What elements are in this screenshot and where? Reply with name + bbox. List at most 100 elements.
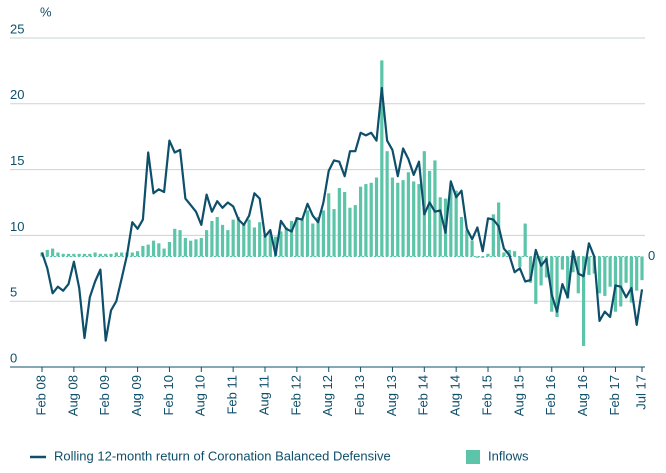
bar xyxy=(624,256,628,283)
x-tick-label: Feb 08 xyxy=(33,375,48,415)
y2-tick-label: 0 xyxy=(648,248,655,263)
bar xyxy=(374,177,379,257)
bar xyxy=(454,190,458,257)
bar xyxy=(348,207,352,257)
bar xyxy=(550,256,554,312)
bar xyxy=(635,256,639,291)
line xyxy=(40,86,644,342)
bar xyxy=(51,248,55,257)
bar xyxy=(194,239,198,257)
y-tick-label: 5 xyxy=(10,285,17,300)
x-tick-label: Aug 16 xyxy=(575,375,590,416)
bar xyxy=(566,256,570,299)
bar xyxy=(231,219,235,257)
y-tick-label: 15 xyxy=(10,153,24,168)
bar xyxy=(353,205,357,257)
bar xyxy=(475,256,479,258)
x-tick-label: Aug 13 xyxy=(384,375,399,416)
bar xyxy=(401,180,405,257)
x-tick-label: Feb 13 xyxy=(352,375,367,415)
bar xyxy=(518,256,522,267)
x-tick-label: Feb 16 xyxy=(543,375,558,415)
bar xyxy=(242,223,246,257)
bar xyxy=(534,256,538,304)
x-tick-label: Feb 09 xyxy=(97,375,112,415)
x-tick-label: Aug 14 xyxy=(448,375,463,416)
bar xyxy=(226,230,230,257)
bar xyxy=(236,216,241,257)
bar xyxy=(284,227,288,257)
y-tick-label: 20 xyxy=(10,87,24,102)
bar xyxy=(215,216,219,257)
bar xyxy=(449,188,453,257)
bar xyxy=(491,214,495,257)
x-tick-label: Aug 15 xyxy=(511,375,526,416)
bar xyxy=(189,240,193,257)
x-tick-label: Aug 08 xyxy=(65,375,80,416)
bar xyxy=(178,230,182,257)
bar xyxy=(539,256,543,286)
bar xyxy=(135,251,140,257)
bar xyxy=(210,220,214,257)
x-tick-label: Feb 15 xyxy=(479,375,494,415)
bar xyxy=(77,253,81,257)
bar xyxy=(98,253,103,257)
bar xyxy=(247,219,251,257)
bar xyxy=(619,256,623,307)
bar xyxy=(141,245,145,257)
bar xyxy=(173,228,177,257)
bar xyxy=(608,256,612,287)
bar xyxy=(56,252,60,257)
x-tick-label: Feb 11 xyxy=(225,375,240,415)
bar xyxy=(390,177,395,257)
bar xyxy=(321,210,326,257)
bar xyxy=(438,197,442,257)
bar xyxy=(88,253,92,257)
bar xyxy=(629,256,633,303)
bar xyxy=(66,253,71,257)
x-tick-label: Aug 10 xyxy=(193,375,208,416)
bar xyxy=(597,256,602,294)
bar xyxy=(364,184,368,257)
bar xyxy=(380,60,384,257)
bar xyxy=(72,253,76,257)
bar xyxy=(523,223,527,257)
bar xyxy=(502,252,506,257)
bar xyxy=(274,236,278,257)
bar xyxy=(167,241,172,257)
bar xyxy=(470,240,474,257)
bar xyxy=(396,182,400,257)
x-tick-label: Feb 14 xyxy=(416,375,431,415)
bar xyxy=(45,249,49,257)
bar xyxy=(220,224,225,257)
bar xyxy=(528,256,533,283)
bar xyxy=(146,244,150,257)
bar xyxy=(555,256,559,317)
x-tick-label: Jul 17 xyxy=(633,375,648,410)
bar xyxy=(337,188,341,257)
bar xyxy=(268,232,272,257)
bar xyxy=(305,210,310,257)
bar xyxy=(512,251,517,257)
bar xyxy=(327,193,331,257)
bar xyxy=(459,216,464,257)
bar xyxy=(252,227,256,257)
bar xyxy=(289,220,294,257)
bar xyxy=(544,256,549,278)
bar xyxy=(417,184,421,257)
x-tick-label: Feb 10 xyxy=(161,375,176,415)
bar xyxy=(295,216,299,257)
bar xyxy=(205,230,209,257)
y-tick-label: 10 xyxy=(10,219,24,234)
bar xyxy=(587,256,591,275)
bar xyxy=(199,238,203,257)
bar xyxy=(162,248,166,257)
bar xyxy=(507,249,511,257)
y-axis-label: % xyxy=(40,4,52,19)
bar xyxy=(151,240,156,257)
bar xyxy=(369,182,373,257)
bar xyxy=(120,252,124,257)
bar xyxy=(104,253,108,257)
bar xyxy=(581,256,586,346)
